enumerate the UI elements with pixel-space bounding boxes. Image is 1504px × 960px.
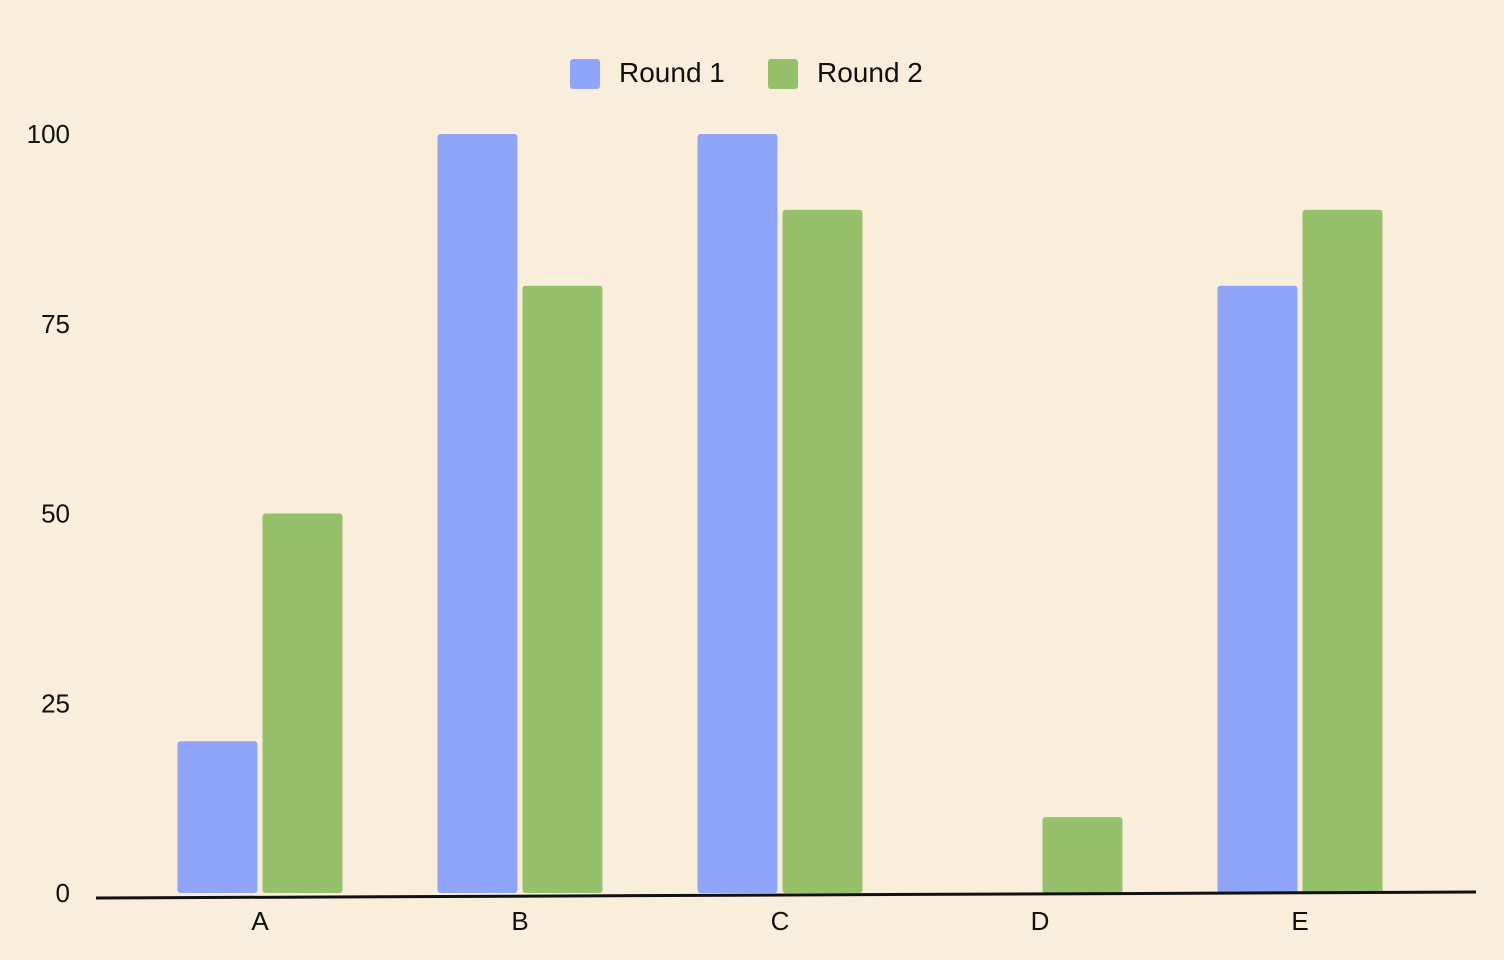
bar-e-round-1 — [1217, 285, 1298, 893]
legend-swatch-round-2 — [768, 59, 798, 89]
legend-label-round-2: Round 2 — [817, 57, 923, 88]
x-tick-label-b: B — [511, 906, 528, 936]
y-tick-label: 0 — [56, 878, 70, 908]
x-tick-label-e: E — [1291, 906, 1308, 936]
x-tick-label-d: D — [1031, 906, 1050, 936]
legend-swatch-round-1 — [570, 59, 600, 89]
bars — [177, 134, 1383, 893]
bar-c-round-1 — [697, 134, 778, 893]
bar-b-round-1 — [437, 134, 518, 893]
bar-c-round-2 — [782, 209, 863, 893]
x-axis-line — [95, 890, 1477, 900]
bar-a-round-2 — [262, 513, 343, 893]
x-tick-label-a: A — [251, 906, 269, 936]
y-tick-label: 25 — [41, 688, 70, 718]
bar-b-round-2 — [522, 285, 603, 893]
bar-a-round-1 — [177, 741, 258, 893]
y-tick-label: 75 — [41, 309, 70, 339]
legend-label-round-1: Round 1 — [619, 57, 725, 88]
y-axis-ticks: 0 25 50 75 100 — [27, 119, 70, 908]
legend: Round 1 Round 2 — [570, 57, 923, 89]
bar-e-round-2 — [1302, 209, 1383, 893]
x-tick-label-c: C — [771, 906, 790, 936]
x-axis-labels: A B C D E — [251, 906, 1308, 936]
y-tick-label: 100 — [27, 119, 70, 149]
bar-d-round-2 — [1042, 817, 1123, 893]
y-tick-label: 50 — [41, 499, 70, 529]
